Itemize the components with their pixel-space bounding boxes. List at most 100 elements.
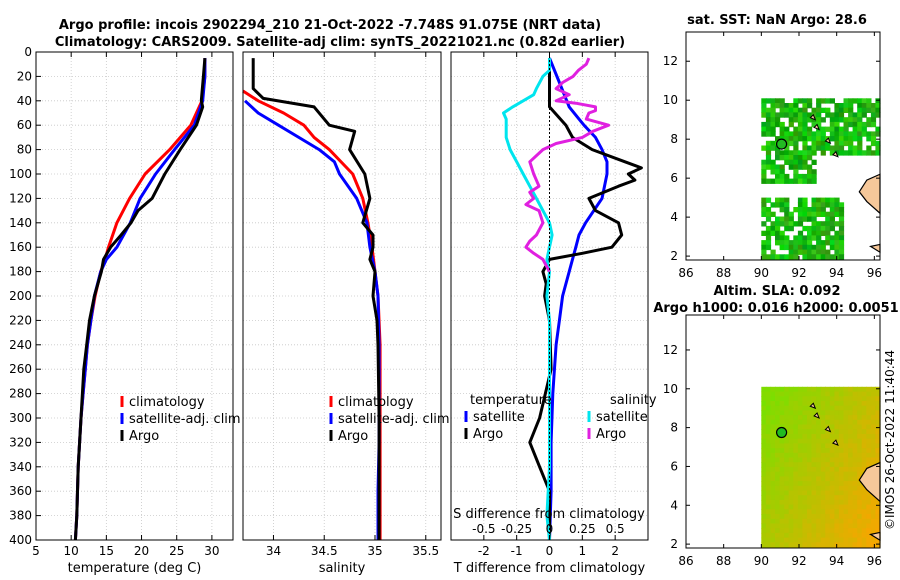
map-cell (761, 429, 767, 435)
map-cell (838, 434, 845, 440)
map-cell (861, 537, 867, 543)
map-cell (825, 514, 831, 520)
map-cell (784, 225, 790, 232)
map-cell (765, 419, 772, 426)
map-cell (807, 523, 813, 529)
map-cell (870, 415, 877, 421)
map-cell (802, 391, 808, 397)
map-cell (788, 225, 794, 232)
map-cell (779, 490, 785, 496)
map-cell (802, 523, 808, 529)
map-cell (793, 466, 799, 473)
map-cell (802, 240, 808, 246)
map-cell (852, 126, 858, 132)
map-cell (820, 462, 826, 468)
map-cell (811, 537, 817, 543)
y-tick-label: 380 (9, 509, 32, 523)
map-cell (765, 532, 772, 539)
map-cell (866, 429, 872, 435)
map-cell (802, 495, 808, 501)
map-cell (765, 471, 772, 477)
map-cell (838, 471, 845, 477)
map-cell (765, 131, 772, 137)
map-cell (793, 438, 799, 444)
map-cell (761, 207, 767, 213)
map-cell (775, 518, 781, 525)
x-tick-label: 10 (64, 544, 79, 558)
map-cell (770, 429, 776, 435)
map-cell (825, 415, 831, 421)
map-cell (784, 466, 790, 473)
map-cell (779, 476, 785, 482)
map-cell (775, 164, 781, 170)
map-cell (807, 240, 813, 246)
map-cell (765, 499, 772, 506)
map-cell (838, 504, 845, 510)
x-axis-label: temperature (deg C) (68, 561, 202, 576)
map-cell (788, 121, 794, 128)
map-cell (857, 495, 863, 501)
map-cell (802, 164, 808, 170)
x-tick-label: 96 (867, 266, 882, 280)
map-cell (857, 424, 863, 430)
map-cell (770, 145, 776, 151)
map-cell (852, 386, 858, 393)
map-cell (834, 121, 840, 128)
map-cell (765, 537, 772, 543)
map-cell (784, 386, 790, 393)
y-tick-label: 160 (9, 240, 32, 254)
map-cell (807, 178, 813, 184)
map-cell (779, 240, 785, 246)
map-cell (770, 476, 776, 482)
map-cell (802, 438, 808, 444)
map-cell (802, 443, 808, 449)
map-cell (816, 391, 822, 397)
map-cell (811, 396, 817, 402)
map-cell (857, 410, 863, 416)
map-cell (779, 216, 785, 222)
map-cell (825, 495, 831, 501)
map-cell (816, 240, 822, 246)
map-cell (775, 117, 781, 123)
map-cell (834, 499, 840, 506)
map-cell (857, 523, 863, 529)
map-cell (848, 424, 854, 430)
map-cell (852, 121, 858, 128)
map-cell (765, 178, 772, 184)
map-cell (775, 434, 781, 440)
map-cell (775, 216, 781, 222)
map-cell (793, 485, 799, 492)
map-cell (829, 490, 835, 496)
map-cell (784, 150, 790, 156)
map-cell (761, 523, 767, 529)
map-cell (770, 542, 776, 548)
map-cell (852, 523, 858, 529)
map-cell (825, 438, 831, 444)
map-cell (857, 136, 863, 142)
map-cell (875, 443, 881, 449)
map-cell (807, 495, 813, 501)
map-cell (807, 145, 813, 151)
map-cell (797, 490, 804, 496)
map-cell (838, 419, 845, 426)
map-cell (788, 164, 794, 170)
map-cell (838, 401, 845, 407)
map-cell (770, 249, 776, 255)
map-cell (788, 405, 794, 411)
secondary-tick-label: 0 (546, 522, 554, 536)
map-cell (875, 410, 881, 416)
map-cell (834, 244, 840, 251)
map-cell (779, 221, 785, 227)
map-cell (779, 155, 785, 161)
map-cell (784, 528, 790, 534)
map-cell (866, 528, 872, 534)
map-cell (784, 145, 790, 151)
map-cell (788, 216, 794, 222)
map-cell (779, 528, 785, 534)
legend-diff-t-satellite-label: satellite (473, 410, 525, 425)
secondary-axis-label: S difference from climatology (453, 507, 645, 522)
map-cell (775, 197, 781, 203)
map-cell (829, 98, 835, 104)
map-cell (784, 542, 790, 548)
map-cell (857, 415, 863, 421)
